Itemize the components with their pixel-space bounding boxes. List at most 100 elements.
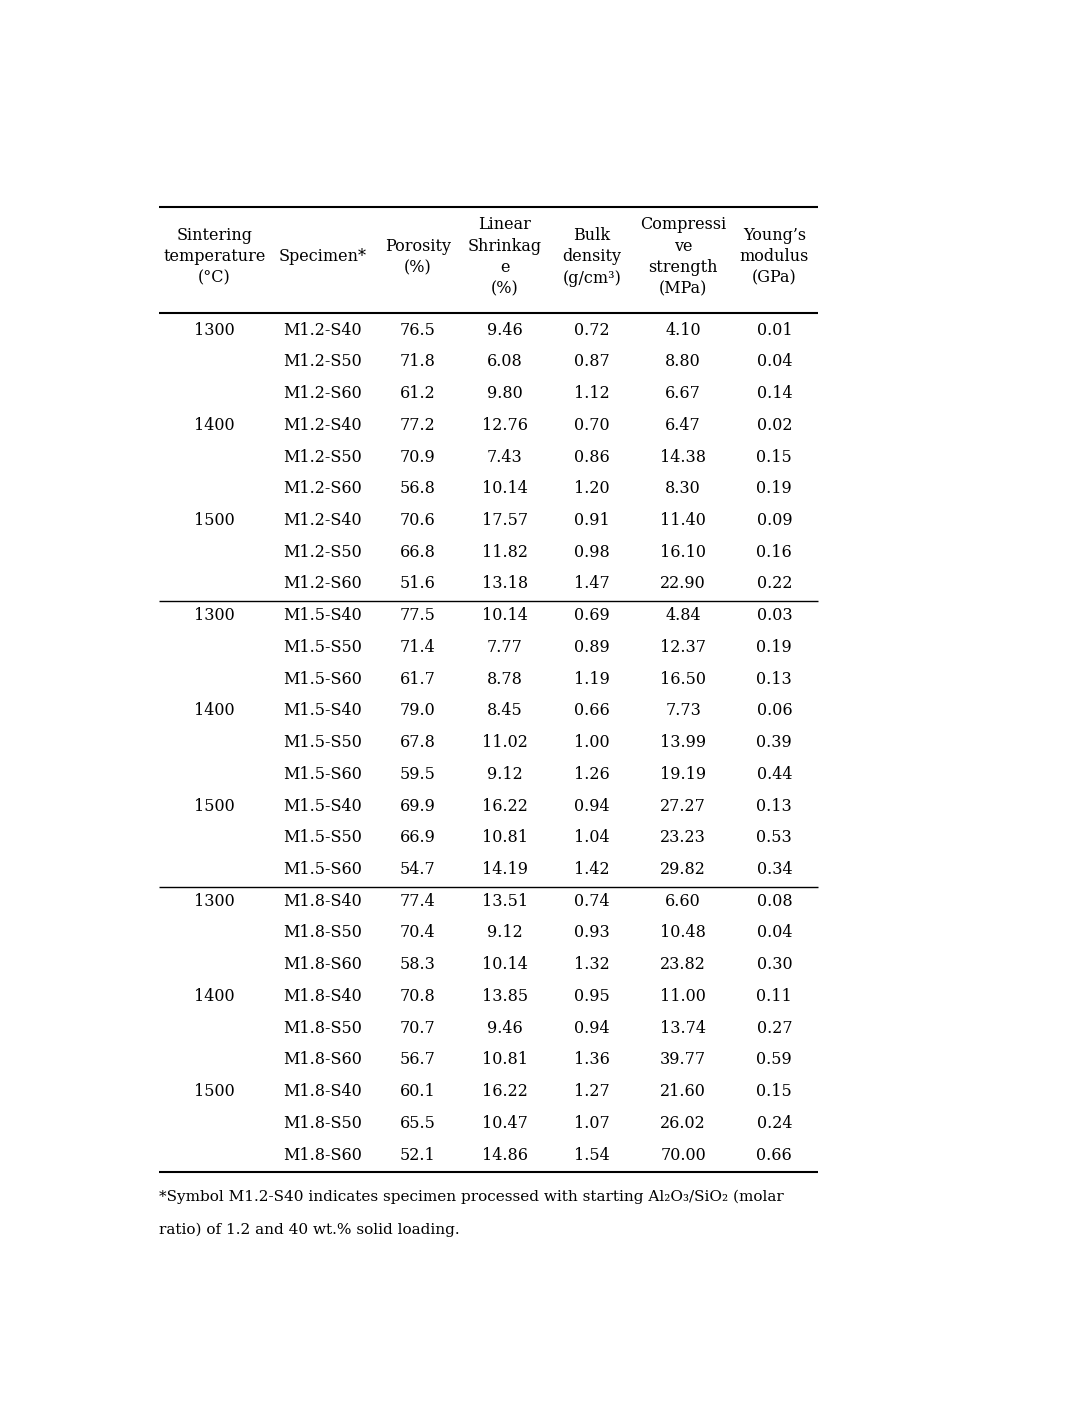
Text: 27.27: 27.27	[660, 797, 706, 814]
Text: 1400: 1400	[195, 416, 235, 433]
Text: 8.80: 8.80	[666, 353, 701, 371]
Text: 4.84: 4.84	[666, 607, 701, 624]
Text: 10.14: 10.14	[482, 957, 528, 974]
Text: 79.0: 79.0	[400, 703, 435, 720]
Text: 8.45: 8.45	[487, 703, 523, 720]
Text: *Symbol M1.2-S40 indicates specimen processed with starting Al₂O₃/SiO₂ (molar: *Symbol M1.2-S40 indicates specimen proc…	[158, 1189, 783, 1204]
Text: 16.10: 16.10	[660, 543, 706, 560]
Text: 77.5: 77.5	[400, 607, 435, 624]
Text: 17.57: 17.57	[482, 512, 528, 529]
Text: 1500: 1500	[195, 797, 235, 814]
Text: Porosity
(%): Porosity (%)	[385, 237, 450, 277]
Text: M1.2-S50: M1.2-S50	[284, 353, 362, 371]
Text: 0.08: 0.08	[756, 893, 792, 910]
Text: 0.59: 0.59	[756, 1051, 792, 1068]
Text: M1.5-S50: M1.5-S50	[282, 734, 362, 751]
Text: 16.22: 16.22	[482, 1084, 528, 1101]
Text: M1.5-S60: M1.5-S60	[282, 670, 362, 687]
Text: 60.1: 60.1	[400, 1084, 435, 1101]
Text: Specimen*: Specimen*	[278, 248, 366, 265]
Text: M1.8-S60: M1.8-S60	[282, 957, 362, 974]
Text: 70.00: 70.00	[660, 1147, 706, 1164]
Text: 9.12: 9.12	[487, 924, 523, 941]
Text: 65.5: 65.5	[400, 1115, 435, 1132]
Text: 14.86: 14.86	[482, 1147, 528, 1164]
Text: 1.07: 1.07	[574, 1115, 610, 1132]
Text: 11.82: 11.82	[482, 543, 528, 560]
Text: 6.08: 6.08	[487, 353, 523, 371]
Text: 1.04: 1.04	[575, 830, 610, 847]
Text: 9.46: 9.46	[487, 322, 523, 339]
Text: 0.11: 0.11	[756, 988, 792, 1005]
Text: 0.03: 0.03	[756, 607, 792, 624]
Text: 1.12: 1.12	[574, 385, 610, 402]
Text: 9.12: 9.12	[487, 766, 523, 783]
Text: 10.81: 10.81	[482, 1051, 528, 1068]
Text: 54.7: 54.7	[400, 861, 435, 878]
Text: M1.8-S50: M1.8-S50	[282, 1020, 362, 1037]
Text: M1.8-S50: M1.8-S50	[282, 1115, 362, 1132]
Text: 67.8: 67.8	[400, 734, 435, 751]
Text: 76.5: 76.5	[400, 322, 435, 339]
Text: 4.10: 4.10	[666, 322, 701, 339]
Text: 8.78: 8.78	[487, 670, 523, 687]
Text: 11.02: 11.02	[482, 734, 528, 751]
Text: 1.26: 1.26	[574, 766, 610, 783]
Text: M1.8-S50: M1.8-S50	[282, 924, 362, 941]
Text: 1500: 1500	[195, 1084, 235, 1101]
Text: M1.2-S60: M1.2-S60	[284, 576, 362, 593]
Text: 77.4: 77.4	[400, 893, 435, 910]
Text: 13.85: 13.85	[482, 988, 528, 1005]
Text: 1300: 1300	[195, 893, 235, 910]
Text: Young’s
modulus
(GPa): Young’s modulus (GPa)	[739, 227, 809, 286]
Text: 9.80: 9.80	[487, 385, 523, 402]
Text: M1.5-S40: M1.5-S40	[284, 607, 362, 624]
Text: 13.74: 13.74	[660, 1020, 706, 1037]
Text: M1.2-S50: M1.2-S50	[284, 449, 362, 466]
Text: 77.2: 77.2	[400, 416, 435, 433]
Text: 61.7: 61.7	[400, 670, 435, 687]
Text: 70.6: 70.6	[400, 512, 435, 529]
Text: 10.48: 10.48	[660, 924, 706, 941]
Text: 1500: 1500	[195, 512, 235, 529]
Text: 1400: 1400	[195, 703, 235, 720]
Text: 0.44: 0.44	[756, 766, 792, 783]
Text: 1.36: 1.36	[574, 1051, 610, 1068]
Text: 1300: 1300	[195, 322, 235, 339]
Text: 1.19: 1.19	[574, 670, 610, 687]
Text: Compressi
ve
strength
(MPa): Compressi ve strength (MPa)	[640, 216, 727, 298]
Text: 0.04: 0.04	[756, 924, 792, 941]
Text: 23.82: 23.82	[660, 957, 706, 974]
Text: 56.7: 56.7	[400, 1051, 435, 1068]
Text: 10.14: 10.14	[482, 480, 528, 497]
Text: 7.73: 7.73	[666, 703, 701, 720]
Text: 0.06: 0.06	[756, 703, 792, 720]
Text: 0.22: 0.22	[756, 576, 792, 593]
Text: 0.16: 0.16	[756, 543, 792, 560]
Text: 1300: 1300	[195, 607, 235, 624]
Text: 16.50: 16.50	[660, 670, 706, 687]
Text: 14.38: 14.38	[660, 449, 706, 466]
Text: 0.19: 0.19	[756, 639, 792, 656]
Text: 0.66: 0.66	[756, 1147, 792, 1164]
Text: 1.00: 1.00	[575, 734, 610, 751]
Text: 14.19: 14.19	[482, 861, 528, 878]
Text: 0.01: 0.01	[756, 322, 792, 339]
Text: Bulk
density
(g/cm³): Bulk density (g/cm³)	[563, 227, 622, 286]
Text: 61.2: 61.2	[400, 385, 435, 402]
Text: 1.32: 1.32	[574, 957, 610, 974]
Text: 0.98: 0.98	[574, 543, 610, 560]
Text: M1.2-S60: M1.2-S60	[284, 480, 362, 497]
Text: 21.60: 21.60	[660, 1084, 706, 1101]
Text: 39.77: 39.77	[660, 1051, 706, 1068]
Text: 1.47: 1.47	[574, 576, 610, 593]
Text: 29.82: 29.82	[660, 861, 706, 878]
Text: 6.67: 6.67	[666, 385, 701, 402]
Text: 52.1: 52.1	[400, 1147, 435, 1164]
Text: 71.8: 71.8	[400, 353, 435, 371]
Text: 1.27: 1.27	[574, 1084, 610, 1101]
Text: 66.8: 66.8	[400, 543, 435, 560]
Text: 10.47: 10.47	[482, 1115, 528, 1132]
Text: 0.14: 0.14	[756, 385, 792, 402]
Text: 0.53: 0.53	[756, 830, 792, 847]
